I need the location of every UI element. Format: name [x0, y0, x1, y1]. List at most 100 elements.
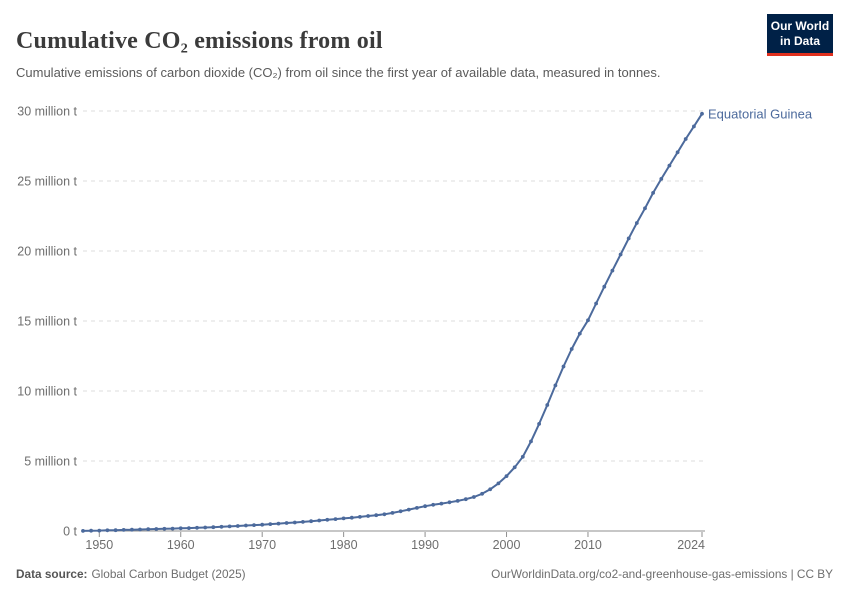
series-label-equatorial-guinea[interactable]: Equatorial Guinea	[708, 106, 813, 121]
data-point[interactable]	[325, 517, 330, 522]
data-point[interactable]	[178, 526, 183, 531]
data-point[interactable]	[472, 495, 476, 499]
y-axis-tick-label: 5 million t	[24, 455, 77, 469]
data-point[interactable]	[618, 252, 623, 257]
owid-logo-line1: Our World	[770, 19, 830, 33]
data-point[interactable]	[488, 487, 493, 492]
data-point[interactable]	[455, 499, 460, 503]
data-point[interactable]	[675, 150, 680, 155]
y-axis-tick-label: 0 t	[63, 525, 77, 539]
x-axis-tick-label: 1970	[248, 538, 276, 552]
data-point[interactable]	[276, 521, 281, 526]
data-point[interactable]	[358, 515, 362, 519]
data-point[interactable]	[113, 528, 118, 533]
x-axis-tick-label: 1950	[85, 538, 113, 552]
data-point[interactable]	[309, 519, 313, 524]
data-point[interactable]	[569, 347, 574, 351]
data-point[interactable]	[252, 523, 256, 527]
data-point[interactable]	[374, 513, 379, 518]
data-point[interactable]	[333, 517, 338, 521]
data-point[interactable]	[415, 506, 419, 510]
data-point[interactable]	[146, 527, 151, 532]
data-point[interactable]	[227, 524, 232, 529]
x-axis-tick-label: 1990	[411, 538, 439, 552]
data-point[interactable]	[382, 512, 387, 517]
data-point[interactable]	[292, 520, 297, 525]
data-point[interactable]	[187, 526, 191, 530]
data-point[interactable]	[496, 481, 501, 486]
data-point[interactable]	[594, 301, 598, 306]
data-point[interactable]	[170, 526, 175, 531]
data-point[interactable]	[244, 523, 248, 528]
data-point[interactable]	[463, 497, 468, 502]
data-point[interactable]	[260, 522, 265, 527]
data-point[interactable]	[553, 383, 558, 388]
data-point[interactable]	[529, 439, 533, 444]
chart-subtitle: Cumulative emissions of carbon dioxide (…	[16, 65, 661, 80]
owid-logo: Our World in Data	[767, 14, 833, 56]
data-point[interactable]	[211, 525, 216, 530]
chart-footer: Data source: Global Carbon Budget (2025) …	[16, 567, 833, 581]
data-point[interactable]	[162, 526, 167, 531]
data-point[interactable]	[235, 524, 240, 528]
x-axis-tick-label: 1980	[330, 538, 358, 552]
x-axis-tick-label: 2024	[677, 538, 705, 552]
data-point[interactable]	[268, 522, 273, 526]
data-point[interactable]	[284, 521, 289, 525]
data-point[interactable]	[577, 331, 582, 336]
data-point[interactable]	[659, 177, 664, 181]
data-point[interactable]	[431, 502, 436, 507]
data-point[interactable]	[81, 529, 85, 533]
data-point[interactable]	[561, 364, 566, 369]
data-point[interactable]	[317, 518, 322, 523]
data-source-label: Data source:	[16, 567, 88, 581]
data-point[interactable]	[504, 474, 509, 478]
data-point[interactable]	[683, 137, 688, 141]
data-point[interactable]	[480, 491, 484, 496]
data-point[interactable]	[651, 191, 655, 195]
data-source-value: Global Carbon Budget (2025)	[91, 567, 246, 581]
data-point[interactable]	[130, 527, 134, 532]
data-point[interactable]	[447, 500, 452, 505]
data-point[interactable]	[700, 111, 704, 116]
data-point[interactable]	[406, 507, 411, 512]
data-point[interactable]	[512, 465, 517, 470]
data-point[interactable]	[545, 403, 550, 407]
footer-citation-link[interactable]: OurWorldinData.org/co2-and-greenhouse-ga…	[491, 567, 833, 581]
y-axis-tick-label: 20 million t	[17, 245, 77, 259]
chart-plot-area[interactable]	[83, 101, 705, 531]
data-point[interactable]	[195, 525, 199, 530]
data-point[interactable]	[586, 318, 590, 323]
data-point[interactable]	[520, 454, 525, 459]
y-axis-tick-label: 25 million t	[17, 175, 77, 189]
data-point[interactable]	[602, 284, 607, 289]
y-axis-tick-label: 15 million t	[17, 315, 77, 329]
data-point[interactable]	[341, 516, 346, 521]
data-point[interactable]	[349, 515, 354, 520]
data-point[interactable]	[626, 236, 631, 241]
data-point[interactable]	[692, 124, 696, 129]
data-point[interactable]	[667, 163, 672, 168]
data-point[interactable]	[154, 527, 159, 531]
data-point[interactable]	[121, 528, 126, 532]
data-point[interactable]	[138, 527, 142, 532]
data-point[interactable]	[366, 514, 370, 518]
data-point[interactable]	[423, 504, 427, 509]
data-point[interactable]	[203, 525, 208, 530]
data-point[interactable]	[537, 422, 541, 426]
data-point[interactable]	[398, 509, 403, 514]
data-point[interactable]	[97, 528, 102, 533]
data-point[interactable]	[105, 528, 110, 533]
x-axis-tick-label: 2000	[493, 538, 521, 552]
data-point[interactable]	[610, 268, 615, 273]
data-point[interactable]	[390, 511, 395, 515]
data-point[interactable]	[301, 520, 305, 524]
owid-logo-line2: in Data	[779, 34, 820, 48]
data-point[interactable]	[219, 524, 224, 529]
data-point[interactable]	[89, 528, 93, 533]
data-point[interactable]	[634, 221, 639, 225]
data-point[interactable]	[643, 206, 647, 211]
data-point[interactable]	[439, 501, 444, 506]
page-title: Cumulative CO₂ emissions from oil	[16, 28, 383, 55]
